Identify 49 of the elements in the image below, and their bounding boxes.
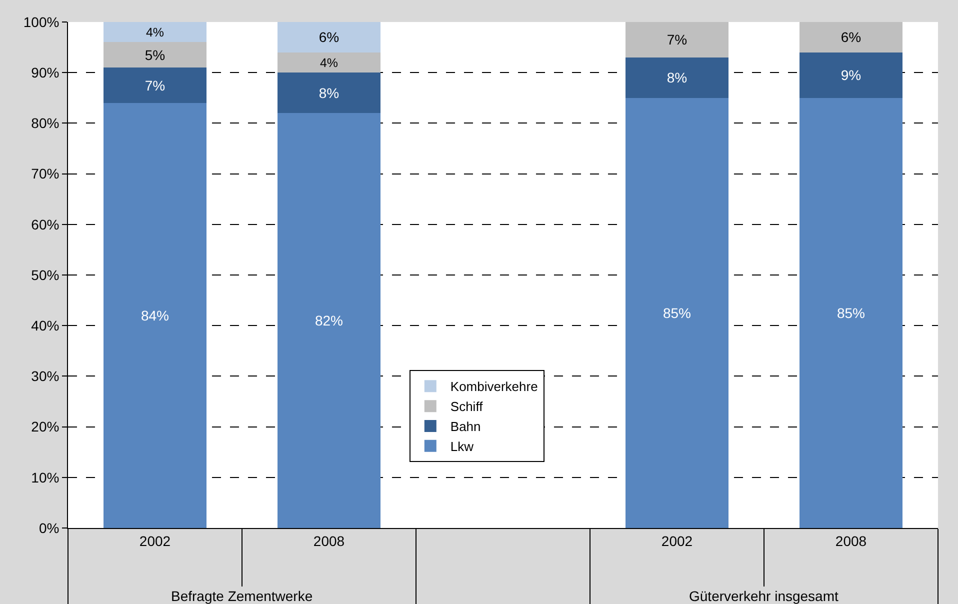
bar (104, 68, 206, 103)
data-label: 8% (666, 70, 688, 86)
data-label: 85% (836, 304, 866, 321)
data-label: 4% (320, 56, 338, 70)
bar (800, 22, 902, 52)
y-tick-label: 80% (31, 115, 60, 132)
x-tick-label: 2002 (139, 532, 171, 549)
legend-label: Bahn (450, 419, 481, 434)
bar (278, 72, 380, 114)
y-tick-label: 50% (31, 266, 60, 283)
bar (626, 57, 728, 98)
y-tick-label: 0% (38, 520, 60, 536)
y-tick-label: 100% (23, 14, 60, 30)
data-label: 82% (314, 312, 344, 329)
bar (278, 52, 380, 73)
data-label: 6% (840, 29, 862, 46)
x-tick-label: 2002 (661, 532, 693, 549)
text: Befragte Zementwerke (171, 588, 313, 604)
y-tick-label: 60% (31, 216, 60, 232)
bar (278, 113, 380, 528)
data-label: 85% (662, 304, 692, 321)
data-label: 7% (144, 77, 166, 94)
x-tick-label: 2008 (313, 532, 345, 549)
y-tick-label: 20% (31, 418, 60, 435)
bar (104, 42, 206, 68)
data-label: 7% (666, 32, 688, 48)
data-label: 4% (146, 26, 164, 40)
bar (800, 98, 902, 528)
data-label: 8% (318, 84, 340, 101)
bar (104, 102, 206, 528)
y-tick-label: 40% (31, 318, 60, 334)
bar (626, 98, 728, 528)
data-label: 6% (318, 29, 340, 46)
data-label: 84% (140, 307, 170, 324)
y-tick-label: 70% (31, 166, 60, 182)
bar (104, 22, 206, 42)
data-label: 9% (840, 67, 862, 84)
data-label: 5% (144, 46, 166, 63)
y-tick-label: 10% (31, 469, 60, 486)
bar (800, 52, 902, 98)
legend-label: Schiff (450, 399, 484, 414)
bar (626, 22, 728, 58)
text: Güterverkehr insgesamt (689, 588, 839, 604)
bar (278, 22, 380, 52)
y-tick-label: 30% (31, 368, 60, 384)
x-tick-label: 2008 (835, 532, 867, 549)
y-tick-label: 90% (31, 64, 60, 80)
legend-label: Kombiverkehre (450, 379, 538, 394)
legend-label: Lkw (450, 438, 474, 454)
